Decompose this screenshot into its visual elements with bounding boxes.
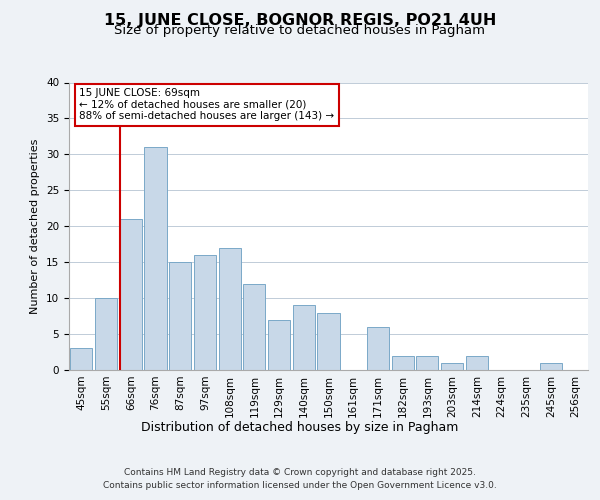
Y-axis label: Number of detached properties: Number of detached properties xyxy=(31,138,40,314)
Bar xyxy=(243,284,265,370)
Bar xyxy=(119,219,142,370)
Bar xyxy=(441,363,463,370)
Bar xyxy=(392,356,414,370)
Bar xyxy=(540,363,562,370)
Bar xyxy=(268,320,290,370)
Text: 15, JUNE CLOSE, BOGNOR REGIS, PO21 4UH: 15, JUNE CLOSE, BOGNOR REGIS, PO21 4UH xyxy=(104,12,496,28)
Bar xyxy=(95,298,117,370)
Text: Distribution of detached houses by size in Pagham: Distribution of detached houses by size … xyxy=(142,421,458,434)
Bar xyxy=(145,147,167,370)
Text: Contains HM Land Registry data © Crown copyright and database right 2025.: Contains HM Land Registry data © Crown c… xyxy=(124,468,476,477)
Bar xyxy=(194,255,216,370)
Bar xyxy=(317,312,340,370)
Text: Contains public sector information licensed under the Open Government Licence v3: Contains public sector information licen… xyxy=(103,482,497,490)
Text: 15 JUNE CLOSE: 69sqm
← 12% of detached houses are smaller (20)
88% of semi-detac: 15 JUNE CLOSE: 69sqm ← 12% of detached h… xyxy=(79,88,335,122)
Bar xyxy=(70,348,92,370)
Text: Size of property relative to detached houses in Pagham: Size of property relative to detached ho… xyxy=(115,24,485,37)
Bar xyxy=(466,356,488,370)
Bar xyxy=(169,262,191,370)
Bar xyxy=(367,327,389,370)
Bar xyxy=(416,356,439,370)
Bar xyxy=(218,248,241,370)
Bar xyxy=(293,306,315,370)
